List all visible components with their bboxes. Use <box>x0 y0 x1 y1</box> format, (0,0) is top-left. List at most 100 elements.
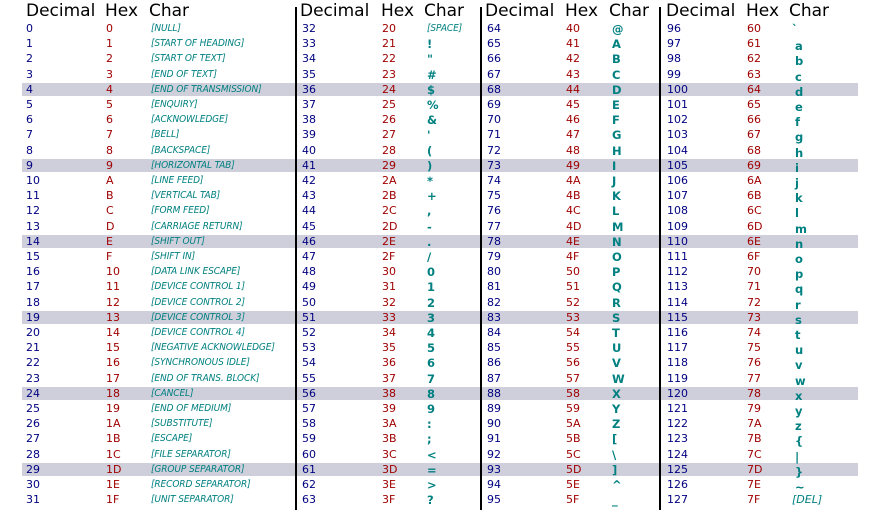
char-cell: i <box>795 160 799 175</box>
char-cell: W <box>612 371 625 386</box>
hex-cell: 5C <box>566 447 581 461</box>
char-cell: ! <box>427 37 433 52</box>
decimal-cell: 113 <box>667 280 688 294</box>
char-cell: V <box>612 356 621 371</box>
hex-cell: 59 <box>566 402 580 415</box>
decimal-cell: 24 <box>26 386 40 400</box>
hex-cell: 23 <box>382 67 396 81</box>
control-char-name: [UNIT SEPARATOR] <box>151 494 234 506</box>
decimal-cell: 108 <box>667 204 688 218</box>
hex-cell: 6D <box>747 219 763 233</box>
char-cell: & <box>427 113 438 128</box>
hex-cell: 49 <box>566 158 580 172</box>
char-cell: ` <box>792 22 798 36</box>
decimal-cell: 59 <box>302 432 316 446</box>
hex-cell: 27 <box>382 128 396 142</box>
char-cell: B <box>612 52 621 67</box>
char-cell: N <box>612 234 622 249</box>
char-cell: ( <box>427 143 433 158</box>
decimal-cell: 41 <box>302 158 316 172</box>
char-cell: I <box>612 158 617 173</box>
hex-cell: 4F <box>566 250 580 263</box>
decimal-cell: 49 <box>302 280 316 294</box>
decimal-cell: 16 <box>26 265 40 279</box>
char-cell: 3 <box>427 310 436 325</box>
decimal-cell: 69 <box>487 98 501 111</box>
decimal-cell: 73 <box>487 158 501 172</box>
char-cell: > <box>427 478 437 492</box>
hex-cell: 28 <box>382 143 396 157</box>
hex-cell: 8 <box>106 143 113 157</box>
decimal-cell: 23 <box>26 371 40 385</box>
char-cell: k <box>795 191 803 206</box>
char-cell: P <box>612 265 621 280</box>
hex-cell: F <box>106 250 113 263</box>
hex-cell: 3C <box>382 447 397 461</box>
decimal-cell: 18 <box>26 295 40 309</box>
char-cell: K <box>612 189 621 204</box>
decimal-cell: 74 <box>487 174 501 187</box>
decimal-cell: 105 <box>667 158 688 172</box>
hex-cell: 62 <box>747 52 761 66</box>
hex-cell: 67 <box>747 128 761 142</box>
decimal-cell: 2 <box>26 52 33 66</box>
hex-cell: 50 <box>566 265 580 279</box>
char-cell: M <box>612 219 624 234</box>
decimal-cell: 90 <box>487 417 501 431</box>
hex-cell: 53 <box>566 310 580 324</box>
decimal-cell: 71 <box>487 128 501 142</box>
control-char-name: [CANCEL] <box>151 387 194 399</box>
control-char-name: [ACKNOWLEDGE] <box>151 114 229 126</box>
char-cell: . <box>427 234 432 249</box>
decimal-cell: 54 <box>302 356 316 370</box>
char-cell: g <box>795 130 804 145</box>
char-cell: d <box>795 84 804 99</box>
hex-cell: 1E <box>106 478 120 491</box>
control-char-name: [ESCAPE] <box>151 433 193 445</box>
char-cell: @ <box>612 22 624 36</box>
decimal-cell: 64 <box>487 22 501 35</box>
decimal-cell: 93 <box>487 462 501 476</box>
decimal-cell: 127 <box>667 493 688 507</box>
char-cell: 1 <box>427 280 436 295</box>
hex-cell: 17 <box>106 371 120 385</box>
char-cell: " <box>427 52 433 67</box>
char-cell: z <box>795 419 802 434</box>
hex-cell: 69 <box>747 158 761 172</box>
char-cell: y <box>795 404 803 418</box>
hex-cell: 2A <box>382 174 397 187</box>
hex-cell: 1C <box>106 447 121 461</box>
header-char: Char <box>149 1 190 21</box>
decimal-cell: 8 <box>26 143 33 157</box>
decimal-cell: 36 <box>302 82 316 96</box>
char-cell: H <box>612 143 622 158</box>
decimal-cell: 81 <box>487 280 501 294</box>
char-cell: ? <box>427 493 434 508</box>
char-cell: 5 <box>427 341 436 356</box>
hex-cell: 44 <box>566 82 580 96</box>
hex-cell: 15 <box>106 341 120 355</box>
decimal-cell: 19 <box>26 310 40 324</box>
hex-cell: 51 <box>566 280 580 294</box>
hex-cell: 60 <box>747 22 761 35</box>
hex-cell: 77 <box>747 371 761 385</box>
header-hex: Hex <box>381 1 415 21</box>
char-cell: : <box>427 417 432 432</box>
decimal-cell: 70 <box>487 113 501 127</box>
hex-cell: 79 <box>747 402 761 415</box>
decimal-cell: 91 <box>487 432 501 446</box>
hex-cell: 35 <box>382 341 396 355</box>
char-cell: $ <box>427 82 436 97</box>
char-cell: 2 <box>427 295 436 310</box>
hex-cell: 29 <box>382 158 396 172</box>
decimal-cell: 9 <box>26 158 33 172</box>
decimal-cell: 57 <box>302 402 316 415</box>
hex-cell: 68 <box>747 143 761 157</box>
decimal-cell: 27 <box>26 432 40 446</box>
decimal-cell: 29 <box>26 462 40 476</box>
hex-cell: 74 <box>747 326 761 339</box>
hex-cell: B <box>106 189 114 203</box>
hex-cell: 64 <box>747 82 761 96</box>
decimal-cell: 67 <box>487 67 501 81</box>
